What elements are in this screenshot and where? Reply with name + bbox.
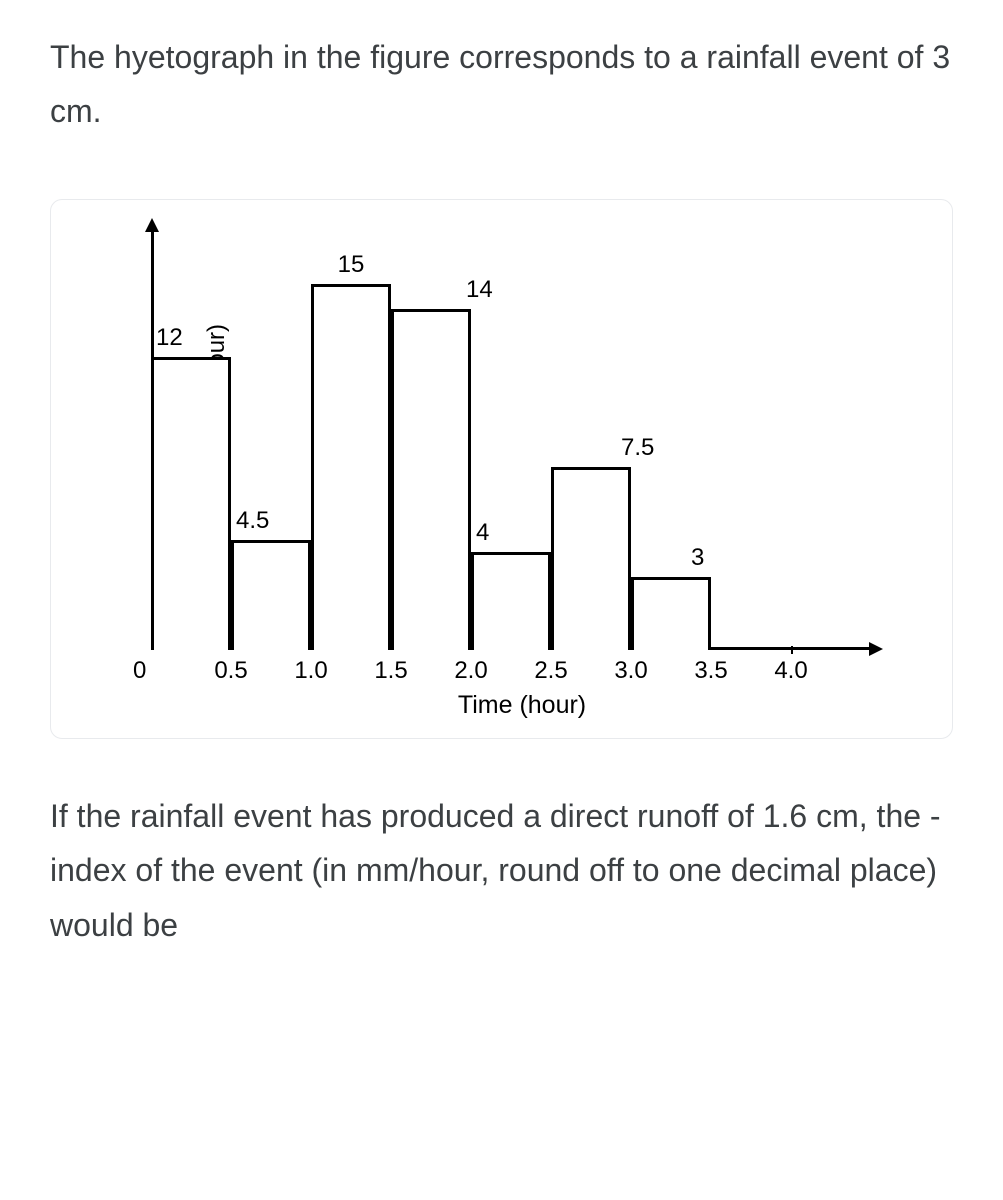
x-tick-label: 2.0 [454,657,487,685]
x-tick-label: 1.5 [374,657,407,685]
hyetograph-chart: Rainfall intensity (mm/hour) Time (hour)… [50,199,953,739]
x-tick-label: 3.0 [614,657,647,685]
origin-label: 0 [133,657,146,685]
x-tick-label: 3.5 [694,657,727,685]
bar-value-label: 4 [476,519,489,547]
bar [471,552,551,650]
bar-value-label: 14 [466,276,493,304]
x-axis-arrow [869,642,883,656]
bar-value-label: 3 [691,544,704,572]
bar [631,577,711,650]
bar [231,540,311,650]
x-tick-label: 1.0 [294,657,327,685]
bar [391,309,471,650]
x-tick-label: 4.0 [774,657,807,685]
bar [151,357,231,650]
x-tick-label: 0.5 [214,657,247,685]
bar-value-label: 12 [156,324,183,352]
question-text: The hyetograph in the figure corresponds… [50,30,953,139]
x-tick [791,646,793,654]
bar [311,284,391,650]
plot-area: 0 124.5151447.530.51.01.52.02.53.03.54.0 [151,230,871,650]
bar-value-label: 7.5 [621,434,654,462]
x-tick-label: 2.5 [534,657,567,685]
bar-value-label: 4.5 [236,507,269,535]
bar [551,467,631,650]
x-axis-label: Time (hour) [458,691,586,720]
answer-text: If the rainfall event has produced a dir… [50,789,953,952]
bar-value-label: 15 [338,251,365,279]
y-axis-arrow [145,218,159,232]
